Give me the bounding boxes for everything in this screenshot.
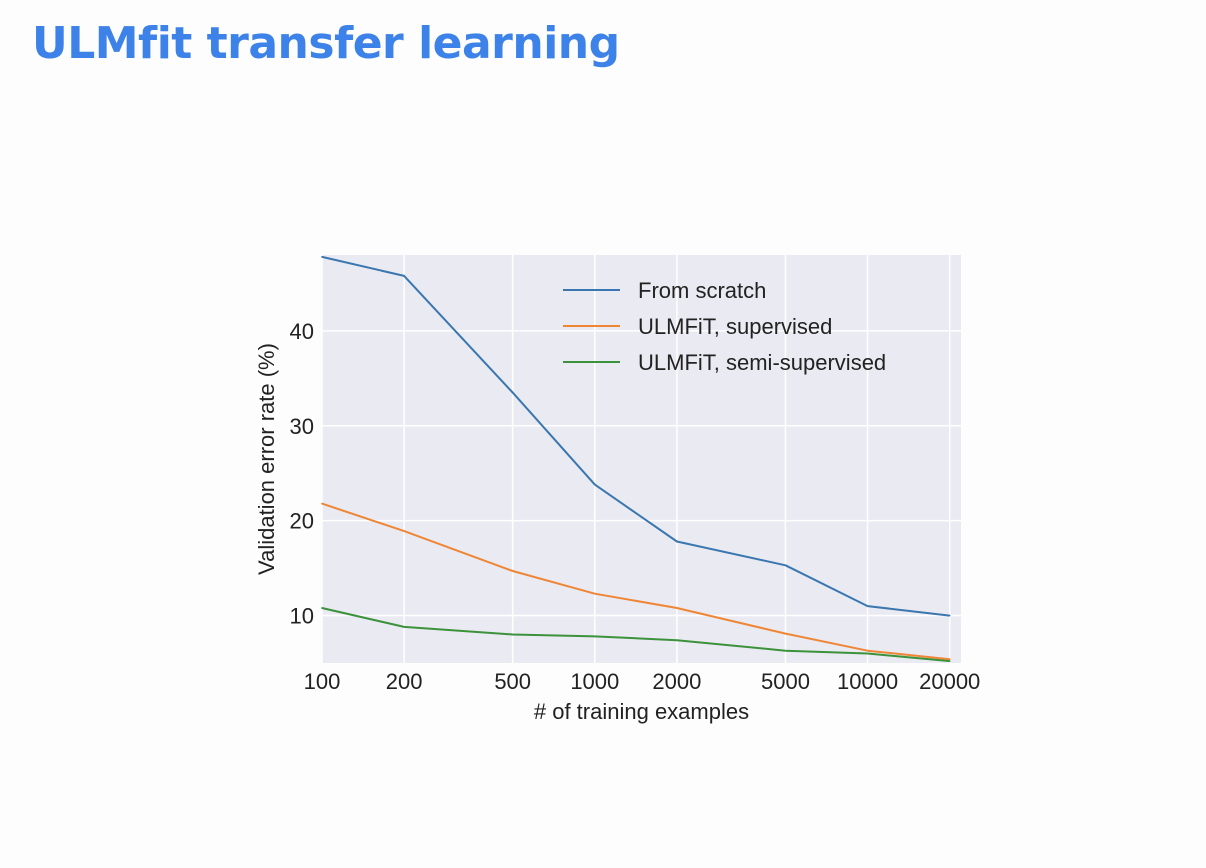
y-tick-label: 40 [290, 319, 314, 344]
data-point [593, 592, 596, 595]
data-point [511, 633, 514, 636]
data-point [593, 635, 596, 638]
data-point [784, 649, 787, 652]
x-tick-label: 10000 [837, 669, 898, 694]
series-line-1 [321, 502, 950, 661]
data-point [321, 256, 323, 258]
y-tick-label: 30 [290, 414, 314, 439]
data-point [321, 502, 323, 505]
y-axis-label: Validation error rate (%) [254, 343, 279, 575]
y-tick-label: 10 [290, 604, 314, 629]
data-point [866, 605, 869, 607]
data-point [403, 275, 405, 277]
series-lines [321, 255, 951, 663]
series-line-2 [321, 607, 950, 663]
legend: From scratch ULMFiT, supervised ULMFiT, se… [563, 278, 886, 375]
data-point [403, 530, 405, 532]
x-tick-label: 5000 [761, 669, 810, 694]
data-point [511, 570, 514, 572]
data-point [593, 483, 596, 486]
x-tick-label: 200 [386, 669, 423, 694]
x-axis-ticks: 100 200 500 1000 2000 5000 10000 20000 [304, 669, 981, 694]
data-point [321, 607, 323, 609]
data-point [676, 639, 678, 642]
legend-label: ULMFiT, semi-supervised [638, 350, 886, 375]
series-line-0 [321, 255, 950, 617]
y-axis-ticks: 10 20 30 40 [290, 319, 314, 629]
y-tick-label: 20 [290, 509, 314, 534]
legend-label: From scratch [638, 278, 766, 303]
x-tick-label: 2000 [652, 669, 701, 694]
plot-area [322, 255, 961, 663]
x-tick-label: 100 [304, 669, 341, 694]
slide-title: ULMfit transfer learning [32, 18, 620, 69]
x-axis-label: # of training examples [534, 699, 749, 724]
grid-lines [321, 255, 961, 663]
data-point [948, 658, 951, 661]
data-point [866, 652, 869, 655]
legend-label: ULMFiT, supervised [638, 314, 832, 339]
data-point [676, 607, 678, 609]
data-point [866, 649, 869, 652]
data-point [784, 564, 787, 567]
x-tick-label: 500 [494, 669, 531, 694]
data-point [403, 626, 405, 628]
data-point [784, 632, 787, 635]
data-point [511, 391, 514, 394]
data-point [948, 614, 951, 617]
data-point [948, 660, 951, 662]
data-point [676, 540, 678, 543]
x-tick-label: 1000 [570, 669, 619, 694]
x-tick-label: 20000 [919, 669, 980, 694]
